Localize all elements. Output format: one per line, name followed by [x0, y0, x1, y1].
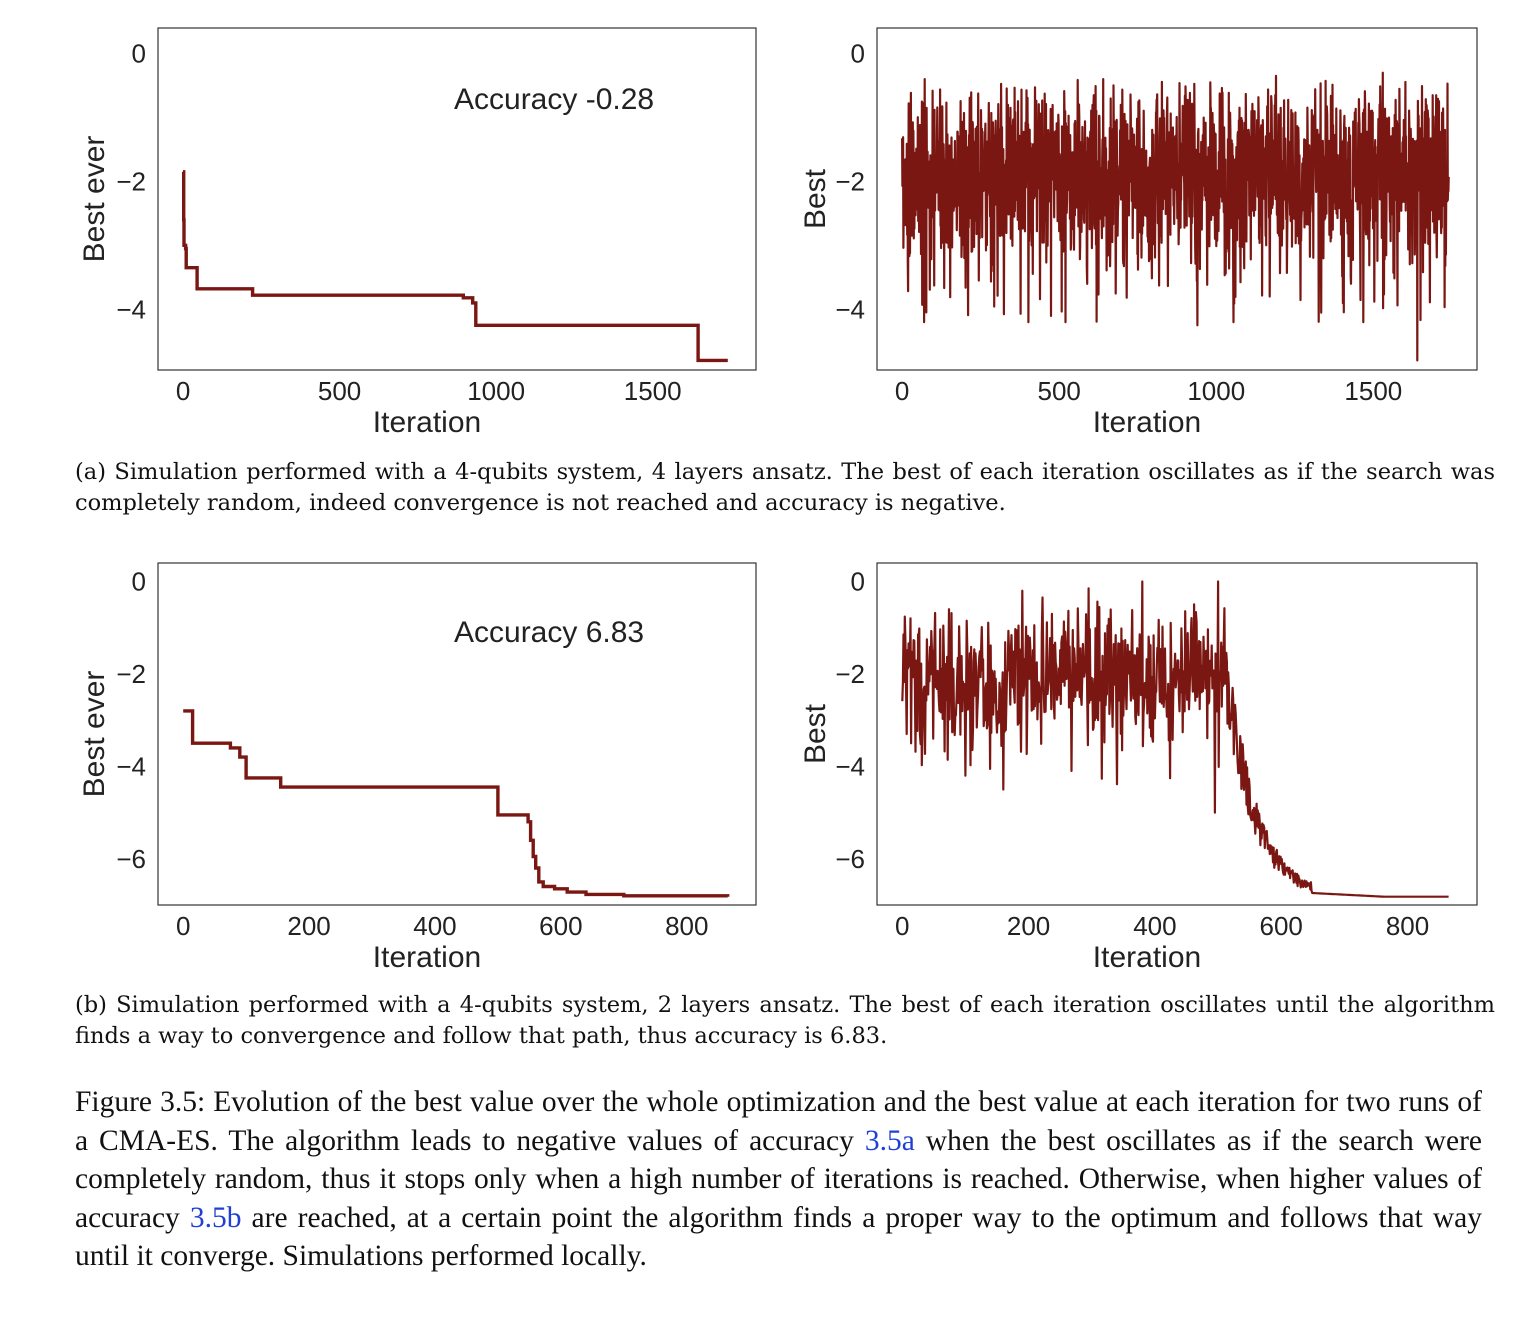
subcaption-a: (a) Simulation performed with a 4-qubits… — [75, 459, 1495, 516]
x-axis-label: Iteration — [1093, 406, 1201, 439]
y-tick-label: −4 — [835, 294, 865, 324]
x-tick-label: 600 — [539, 911, 582, 941]
plot-frame — [876, 27, 1478, 371]
chart-a-best: 0 500 1000 1500 0 −2 −4 Iteration Best — [799, 27, 1478, 439]
figure-ref-3-5a[interactable]: 3.5a — [864, 1124, 915, 1157]
y-tick-label: 0 — [132, 566, 146, 596]
y-tick-label: −2 — [835, 659, 865, 689]
x-axis-label: Iteration — [373, 406, 481, 439]
x-tick-label: 400 — [1133, 911, 1176, 941]
figure-caption-part1: Figure 3.5: Evolution of the best value … — [75, 1086, 1482, 1157]
x-tick-label: 1500 — [1344, 376, 1402, 406]
y-tick-label: −6 — [835, 844, 865, 874]
x-tick-label: 800 — [665, 911, 708, 941]
figure-caption-part2: when the best oscillates as if the searc… — [75, 1124, 1483, 1234]
y-tick-label: 0 — [851, 566, 865, 596]
y-axis-label: Best — [799, 168, 832, 229]
x-tick-label: 1000 — [467, 376, 525, 406]
figure-caption-part3: are reached, at a certain point the algo… — [75, 1201, 1482, 1273]
y-tick-label: −6 — [116, 844, 146, 874]
chart-b-best-ever: 0 200 400 600 800 0 −2 −4 −6 Iteration Best ever Ac… — [78, 562, 757, 974]
y-tick-label: 0 — [132, 39, 146, 69]
y-tick-label: −4 — [116, 294, 146, 324]
x-tick-label: 600 — [1260, 911, 1303, 941]
chart-b-best: 0 200 400 600 800 0 −2 −4 −6 Iteration Best — [799, 562, 1478, 974]
x-tick-label: 0 — [176, 376, 190, 406]
x-axis-label: Iteration — [373, 941, 481, 974]
plot-a-best: 0 500 1000 1500 0 −2 −4 Iteration Best — [765, 0, 1530, 450]
plot-b-best-ever: 0 200 400 600 800 0 −2 −4 −6 Iteration Best ever Ac… — [0, 535, 765, 985]
y-tick-label: −2 — [835, 166, 865, 196]
figure-caption: Figure 3.5: Evolution of the best value … — [75, 1083, 1482, 1276]
y-tick-label: −4 — [116, 751, 146, 781]
x-tick-label: 500 — [1038, 376, 1081, 406]
x-tick-label: 500 — [318, 376, 361, 406]
x-tick-label: 0 — [176, 911, 190, 941]
plot-frame — [876, 562, 1478, 906]
x-tick-label: 200 — [1007, 911, 1050, 941]
x-tick-label: 1500 — [624, 376, 682, 406]
x-tick-label: 400 — [413, 911, 456, 941]
x-tick-label: 0 — [895, 376, 909, 406]
plot-b-best: 0 200 400 600 800 0 −2 −4 −6 Iteration Best — [765, 535, 1530, 985]
y-tick-label: −2 — [116, 659, 146, 689]
x-axis-label: Iteration — [1093, 941, 1201, 974]
y-tick-label: −2 — [116, 166, 146, 196]
accuracy-annotation: Accuracy -0.28 — [454, 83, 654, 116]
x-tick-label: 1000 — [1187, 376, 1245, 406]
x-tick-label: 0 — [895, 911, 909, 941]
subcaption-b: (b) Simulation performed with a 4-qubits… — [75, 992, 1495, 1049]
y-axis-label: Best — [799, 703, 832, 764]
y-axis-label: Best ever — [78, 671, 111, 798]
plot-frame — [157, 562, 757, 906]
y-tick-label: −4 — [835, 751, 865, 781]
accuracy-annotation: Accuracy 6.83 — [454, 616, 644, 649]
x-tick-label: 200 — [287, 911, 330, 941]
series-line — [901, 580, 1449, 898]
series-line — [183, 709, 730, 898]
series-line — [901, 71, 1450, 362]
plot-frame — [157, 27, 757, 371]
y-axis-label: Best ever — [78, 136, 111, 263]
x-tick-label: 800 — [1386, 911, 1429, 941]
figure-ref-3-5b[interactable]: 3.5b — [189, 1201, 242, 1234]
chart-a-best-ever: 0 500 1000 1500 0 −2 −4 Iteration Best ever Accur… — [78, 27, 757, 439]
plot-a-best-ever: 0 500 1000 1500 0 −2 −4 Iteration Best ever Accur… — [0, 0, 765, 450]
y-tick-label: 0 — [851, 39, 865, 69]
series-line — [182, 170, 728, 363]
